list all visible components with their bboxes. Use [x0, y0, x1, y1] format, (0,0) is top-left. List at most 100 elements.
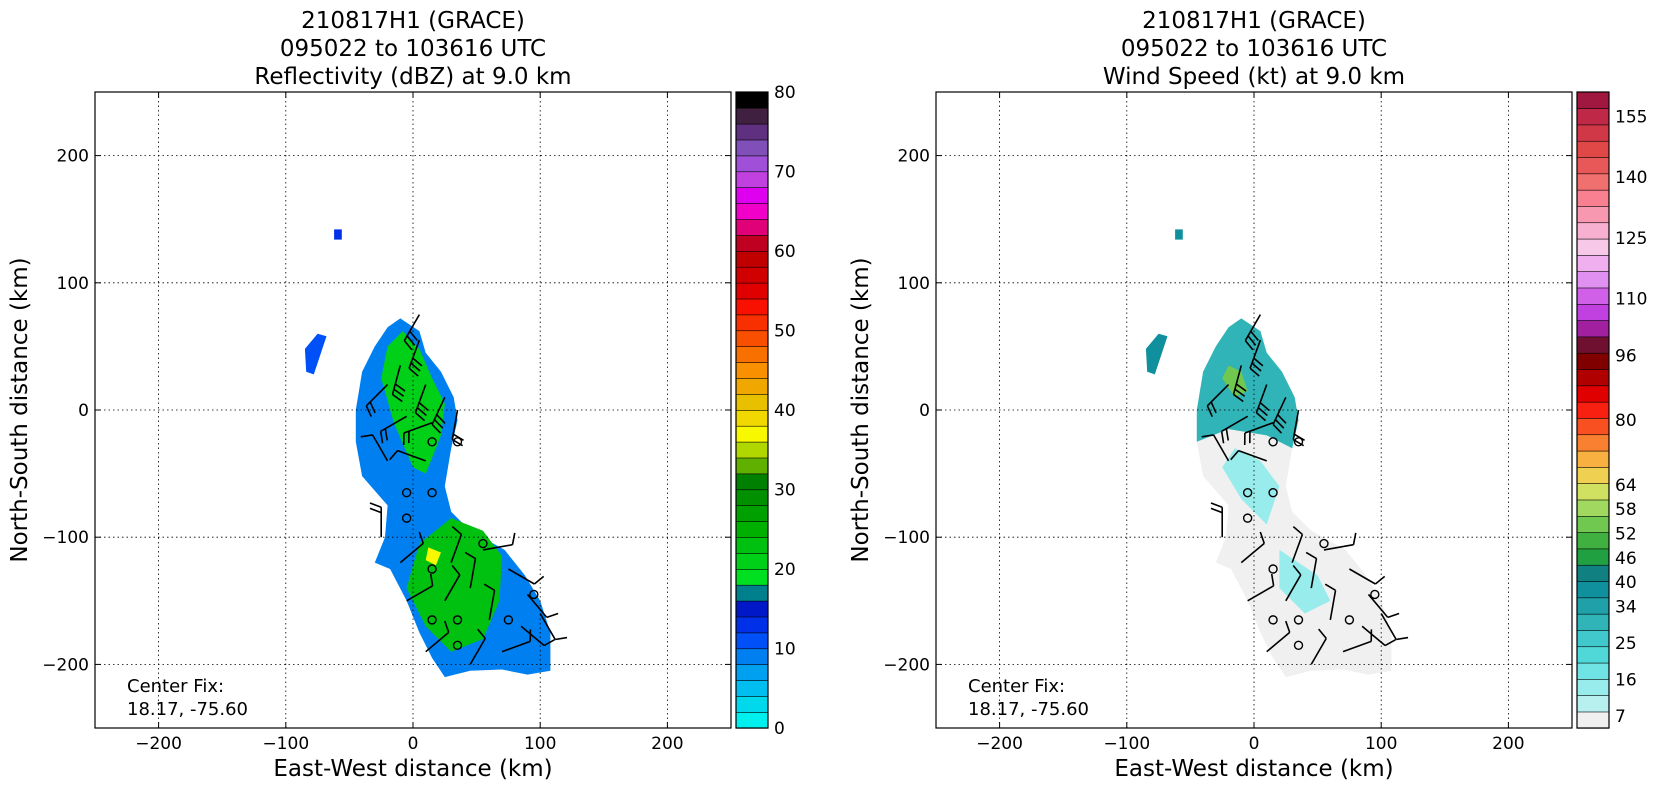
colorbar-segment [735, 473, 769, 491]
wind-region-band [1145, 333, 1168, 375]
colorbar-segment [735, 361, 769, 379]
wind-barb [1243, 421, 1274, 445]
colorbar-frame [1576, 91, 1610, 729]
y-tick-label: −100 [42, 528, 89, 548]
x-tick-label: −100 [262, 734, 309, 754]
colorbar-segment [1576, 580, 1610, 599]
calm-marker [1242, 513, 1253, 523]
colorbar-tick-label: 125 [1615, 229, 1647, 249]
colorbar-segment [1576, 336, 1610, 354]
colorbar-segment [735, 552, 769, 570]
wind-barb [360, 434, 389, 462]
calm-marker [1293, 615, 1304, 625]
colorbar-segment [735, 155, 769, 173]
colorbar-segment [735, 505, 769, 522]
wind-barb [1266, 620, 1291, 653]
y-axis-label: North-South distance (km) [7, 257, 33, 562]
wind-barb [469, 628, 486, 665]
colorbar-tick-label: 25 [1615, 634, 1637, 654]
colorbar-segment [1576, 564, 1610, 582]
wind-barb [1247, 573, 1275, 602]
y-tick-label: 200 [898, 147, 930, 167]
x-tick-label: 0 [408, 734, 419, 754]
colorbar-segment [1576, 695, 1610, 713]
colorbar: 7 16 25 34 40 46 52 58 64 80 96 110 125 140 155 [1576, 91, 1647, 729]
wind-region-band [1175, 229, 1183, 240]
wind-region-max [1222, 365, 1248, 398]
colorbar-segment [735, 377, 769, 395]
colorbar-segment [735, 664, 769, 681]
colorbar-segment [735, 91, 769, 109]
echo-region-core [425, 547, 441, 566]
calm-marker [427, 615, 437, 625]
y-tick-label: 200 [57, 147, 89, 167]
wind-barb [1291, 526, 1304, 563]
colorbar-segment [735, 536, 769, 554]
colorbar-segment [735, 648, 769, 666]
x-tick-label: −200 [976, 734, 1023, 754]
wind-barb [1201, 434, 1230, 462]
calm-marker [1268, 615, 1278, 625]
wind-barb [1249, 339, 1264, 377]
colorbar-tick-label: 0 [774, 719, 785, 739]
wind-barb [391, 365, 406, 403]
calm-marker [503, 615, 514, 625]
colorbar-segment [735, 425, 769, 443]
colorbar-segment [735, 584, 769, 602]
y-tick-label: −100 [883, 528, 930, 548]
wind-barb [1285, 565, 1302, 602]
colorbar-segment [1576, 613, 1610, 631]
center-fix-annotation: 18.17, -75.60 [127, 699, 248, 720]
wind-barb [1240, 531, 1266, 564]
center-fix-annotation: Center Fix: [968, 676, 1065, 697]
calm-marker [1319, 538, 1329, 549]
colorbar-segment [1576, 222, 1610, 240]
calm-marker [1293, 437, 1304, 447]
wind-region-band [1196, 318, 1299, 449]
wind-barb [403, 314, 421, 351]
wind-barb [539, 613, 568, 641]
colorbar-segment [1576, 303, 1610, 321]
x-tick-label: 200 [651, 734, 683, 754]
colorbar-segment [735, 314, 769, 332]
colorbar-segment [1576, 189, 1610, 207]
wind-region-band [1279, 549, 1331, 614]
colorbar-segment [735, 393, 769, 411]
colorbar-segment [735, 441, 769, 459]
colorbar-tick-label: 7 [1615, 707, 1626, 727]
wind-barb [431, 396, 446, 434]
x-tick-label: 100 [524, 734, 556, 754]
calm-marker [1370, 589, 1380, 600]
colorbar-segment [735, 679, 769, 697]
calm-marker [529, 589, 539, 600]
colorbar-segment [1576, 205, 1610, 224]
echo-region-band [334, 229, 342, 240]
wind-region-band [1222, 448, 1280, 525]
colorbar-segment [1576, 450, 1610, 468]
colorbar-segment [735, 330, 769, 348]
colorbar-segment [1576, 662, 1610, 680]
wind-barb [1380, 613, 1409, 641]
calm-marker [1293, 640, 1304, 651]
colorbar-segment [1576, 646, 1610, 664]
y-axis-label: North-South distance (km) [848, 257, 874, 562]
colorbar-tick-label: 40 [1615, 573, 1637, 593]
x-tick-label: −200 [135, 734, 182, 754]
wind-barb [444, 565, 461, 602]
x-tick-label: 0 [1249, 734, 1260, 754]
colorbar-segment [1576, 156, 1610, 175]
colorbar-segment [735, 346, 769, 363]
calm-marker [401, 487, 412, 498]
colorbar-segment [735, 711, 769, 729]
colorbar-segment [735, 139, 769, 157]
colorbar-tick-label: 52 [1615, 525, 1637, 545]
wind-barb [425, 620, 450, 653]
colorbar-segment [735, 171, 769, 189]
wind-barb [1272, 396, 1287, 434]
colorbar-tick-label: 58 [1615, 500, 1637, 520]
colorbar-segment [1576, 483, 1610, 501]
colorbar-tick-label: 46 [1615, 549, 1637, 569]
calm-marker [1242, 487, 1253, 498]
colorbar-tick-label: 70 [774, 163, 796, 183]
wind-barb [1255, 384, 1270, 422]
